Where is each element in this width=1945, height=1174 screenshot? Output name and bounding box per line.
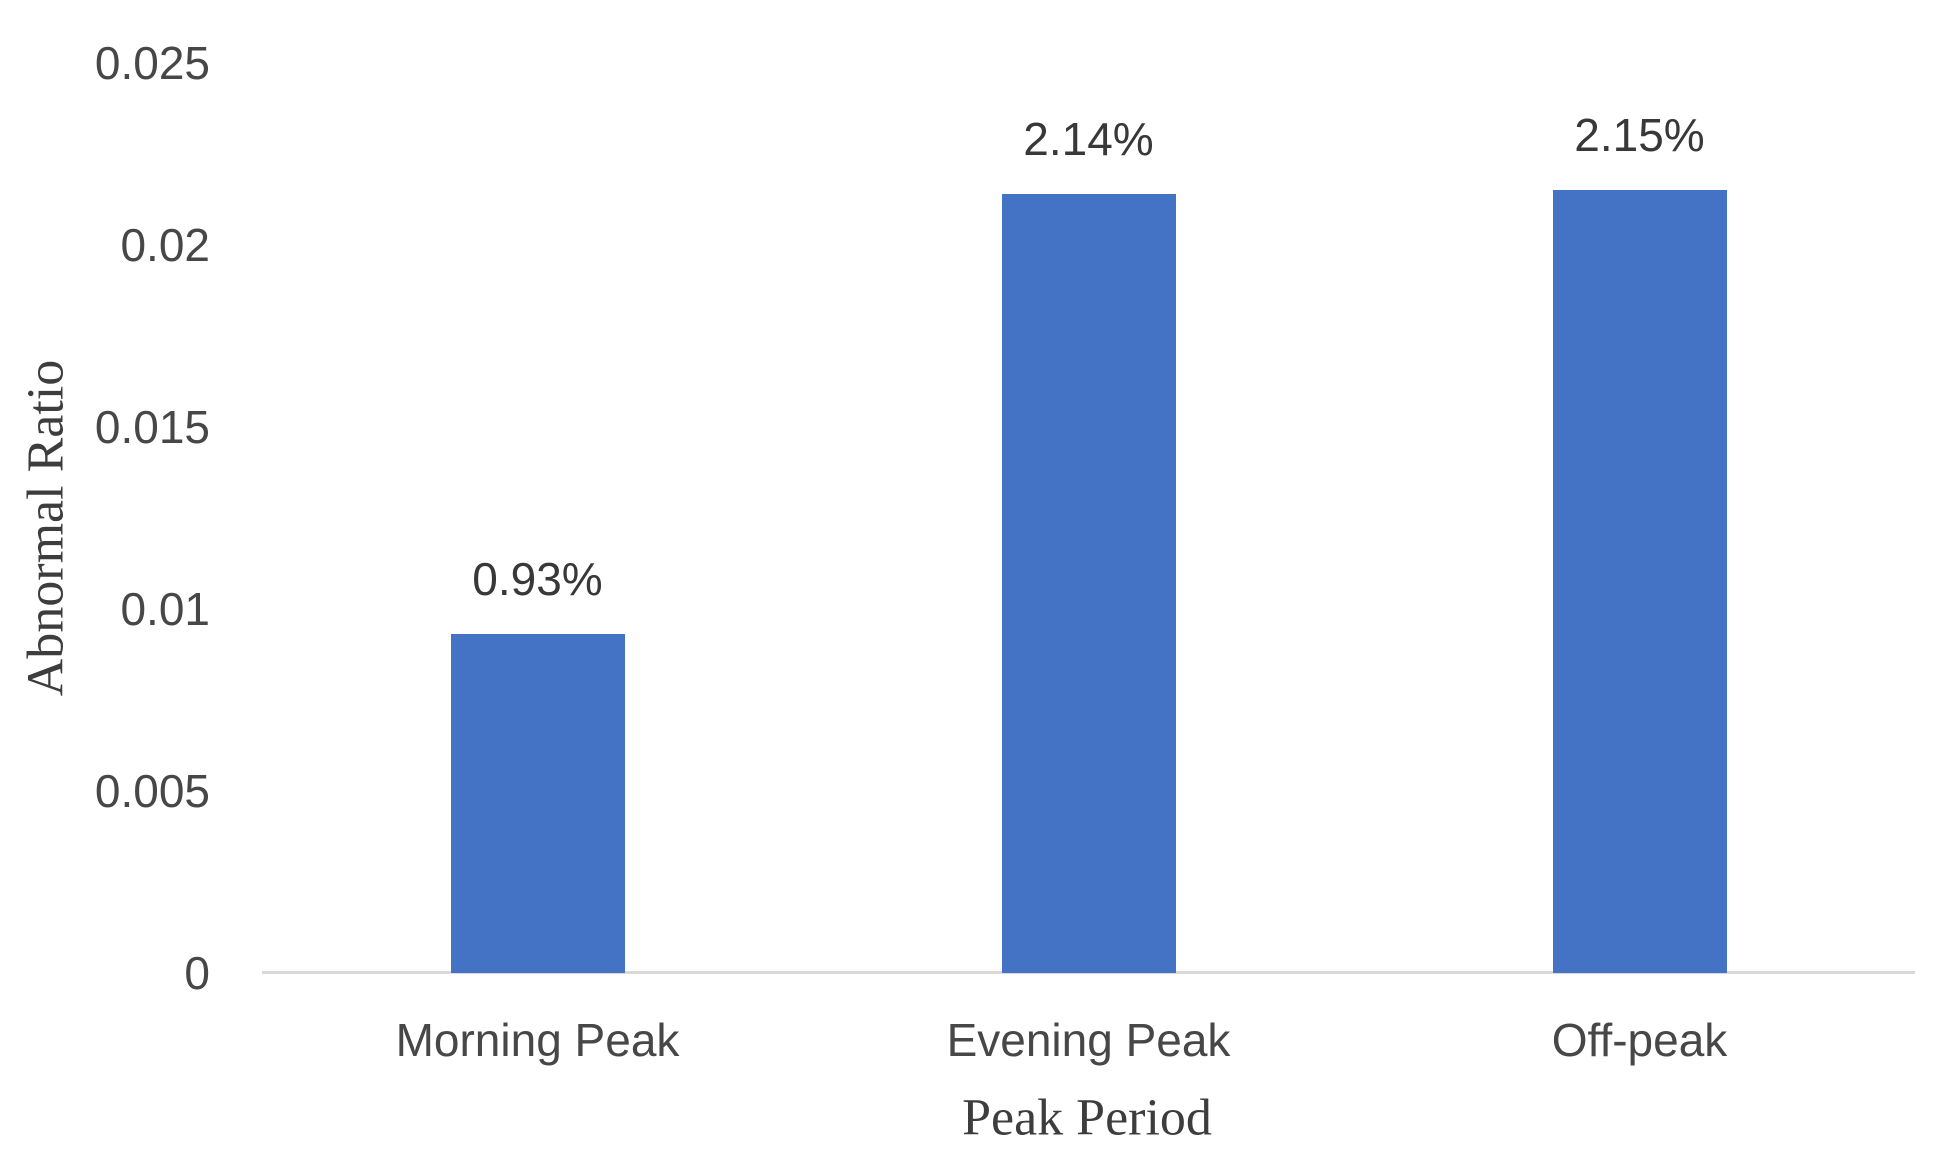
bar <box>1552 190 1727 973</box>
bar-data-label: 0.93% <box>472 553 603 606</box>
y-axis-tick-label: 0 <box>184 947 210 999</box>
bar <box>1001 194 1176 973</box>
bar-data-label: 2.14% <box>1023 113 1154 166</box>
x-axis-category-label: Morning Peak <box>395 1014 680 1066</box>
y-axis-tick-label: 0.02 <box>120 219 210 271</box>
y-axis-tick-label: 0.01 <box>120 583 210 635</box>
x-axis-category-label: Off-peak <box>1551 1014 1728 1066</box>
bar <box>450 634 625 973</box>
x-axis-title: Peak Period <box>962 1089 1212 1147</box>
y-axis-tick-label: 0.005 <box>94 765 210 817</box>
y-axis-title: Abnormal Ratio <box>17 359 75 697</box>
y-axis-tick-label: 0.015 <box>94 401 210 453</box>
bar-data-label: 2.15% <box>1574 109 1705 162</box>
y-axis-tick-label: 0.025 <box>94 37 210 89</box>
x-axis-category-label: Evening Peak <box>946 1014 1231 1066</box>
